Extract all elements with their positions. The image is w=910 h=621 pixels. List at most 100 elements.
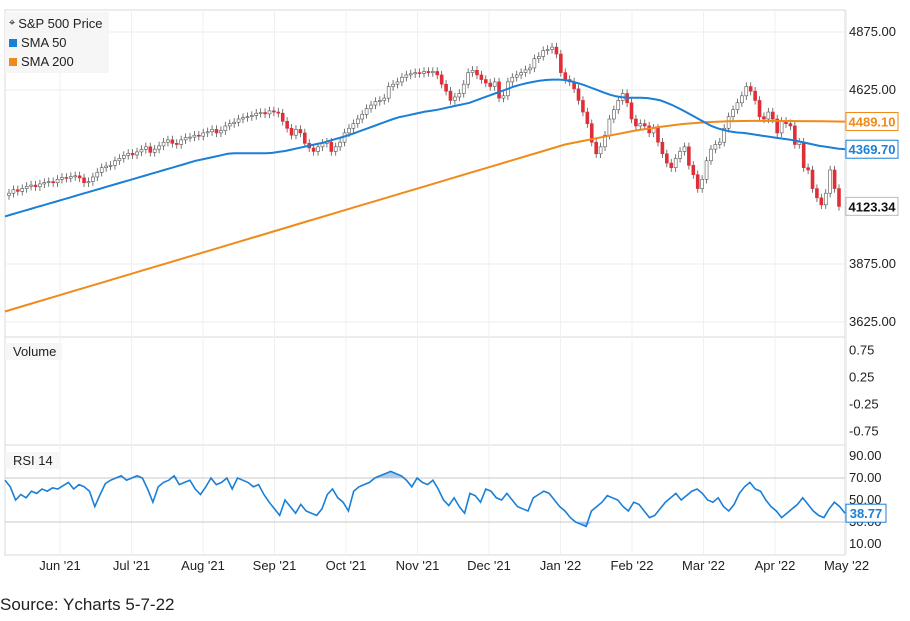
volume-tick-label: 0.75 — [849, 343, 874, 358]
candle-body — [665, 153, 669, 164]
candle-body — [183, 137, 188, 141]
candle-body — [466, 72, 470, 85]
candle-body — [554, 46, 559, 55]
x-tick-label: Sep '21 — [253, 558, 297, 573]
candle-body — [753, 90, 757, 101]
candle-body — [170, 139, 175, 144]
candle-body — [594, 141, 598, 155]
candle-body — [603, 134, 607, 148]
candle-body — [788, 123, 793, 127]
x-tick-label: Jan '22 — [540, 558, 582, 573]
candle-body — [744, 86, 749, 97]
candle-body — [673, 158, 678, 169]
x-tick-label: Aug '21 — [181, 558, 225, 573]
candle-body — [201, 132, 206, 137]
price-last-value-bg — [845, 196, 899, 216]
candle-body — [294, 129, 298, 136]
candle-body — [475, 69, 479, 76]
candle-body — [748, 86, 753, 92]
candle-body — [121, 155, 126, 159]
candle-body — [501, 95, 506, 99]
candle-body — [104, 165, 108, 169]
candle-body — [581, 100, 585, 113]
candle-body — [709, 148, 713, 162]
candle-body — [347, 127, 351, 134]
legend-price-label: S&P 500 Price — [18, 16, 103, 31]
rsi-pane-label: RSI 14 — [5, 452, 59, 469]
volume-tick-label: -0.25 — [849, 397, 879, 412]
candle-body — [108, 165, 113, 167]
candle-body — [161, 141, 166, 147]
candle-body — [11, 189, 16, 194]
candle-body — [378, 100, 382, 102]
legend-sma50-label: SMA 50 — [21, 35, 67, 50]
candle-body — [82, 177, 86, 184]
sma50-line — [4, 78, 846, 218]
candle-body — [64, 177, 69, 179]
candle-body — [563, 72, 568, 80]
candle-body — [263, 112, 267, 115]
candle-body — [179, 139, 183, 145]
candle-body — [232, 121, 236, 124]
candle-body — [536, 56, 541, 60]
candle-body — [638, 123, 643, 127]
sma200-last-value-bg — [845, 112, 899, 132]
candle-body — [815, 188, 819, 199]
candle-body — [289, 127, 294, 136]
candle-body — [488, 82, 493, 87]
candle-body — [457, 93, 462, 98]
candle-body — [29, 184, 33, 187]
candle-body — [223, 125, 228, 131]
candle-body — [722, 127, 727, 143]
candle-body — [453, 96, 457, 101]
candle-body — [775, 118, 779, 134]
rsi-tick-label: 50.00 — [849, 492, 882, 507]
candle-body — [528, 67, 532, 71]
candle-body — [779, 121, 784, 134]
candle-body — [33, 184, 38, 188]
candle-body — [395, 81, 400, 85]
candle-body — [135, 151, 139, 156]
price-tick-label: 3625.00 — [849, 314, 896, 329]
candle-body — [717, 141, 722, 145]
candle-body — [695, 174, 700, 189]
candle-body — [735, 102, 740, 111]
rsi-line — [4, 470, 846, 528]
candle-body — [60, 177, 64, 180]
candle-body — [236, 118, 241, 123]
candle-body — [431, 71, 435, 73]
candle-body — [422, 71, 426, 74]
candle-body — [311, 147, 316, 152]
price-tick-label: 4875.00 — [849, 24, 896, 39]
candle-body — [757, 100, 762, 117]
candle-body — [439, 74, 444, 85]
price-last-value: 4123.34 — [849, 199, 897, 214]
candle-body — [329, 141, 334, 152]
candle-body — [55, 178, 60, 184]
axis-ticks: 4875.00 4625.00 3875.00 3625.00 Jun '21 Jul '… — [39, 24, 899, 573]
candle-body — [117, 158, 122, 162]
candle-body — [250, 115, 254, 117]
candle-body — [95, 172, 100, 178]
candle-body — [740, 95, 744, 104]
candle-body — [77, 175, 82, 179]
candle-body — [16, 189, 20, 192]
volume-tick-label: 0.25 — [849, 370, 874, 385]
x-tick-label: Jul '21 — [113, 558, 150, 573]
candle-body — [497, 81, 501, 99]
candle-body — [598, 146, 603, 155]
candle-body — [532, 58, 537, 69]
candle-body — [360, 114, 364, 120]
candle-body — [139, 149, 144, 153]
candle-body — [272, 110, 276, 113]
candle-body — [86, 181, 91, 184]
candle-body — [687, 146, 691, 166]
candle-body — [91, 176, 95, 182]
candle-body — [448, 90, 453, 101]
candle-body — [810, 169, 815, 189]
candle-body — [174, 143, 179, 145]
candle-body — [42, 182, 47, 185]
candle-body — [444, 83, 448, 92]
rsi-tick-label: 90.00 — [849, 448, 882, 463]
